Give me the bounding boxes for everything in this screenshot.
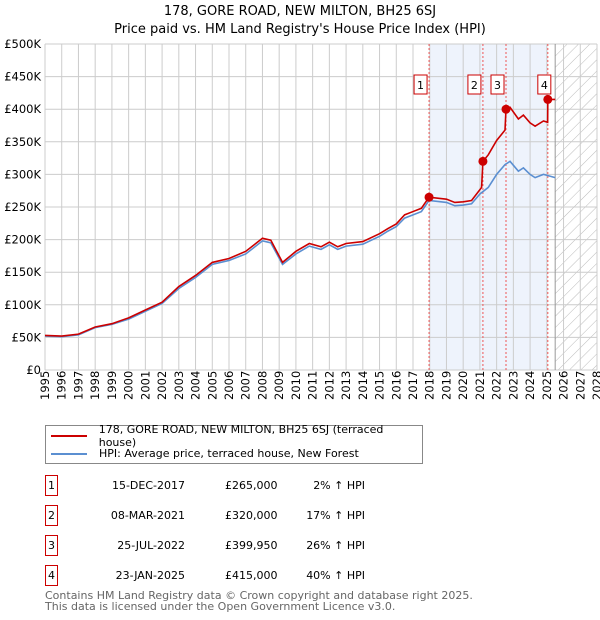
sale-hpi-change: 26% ↑ HPI — [306, 539, 365, 552]
sale-price: £265,000 — [225, 479, 278, 492]
x-tick-label: 2023 — [506, 371, 520, 400]
x-tick-label: 2025 — [540, 371, 554, 400]
sale-hpi-change: 40% ↑ HPI — [306, 569, 365, 582]
sale-hpi-change: 17% ↑ HPI — [306, 509, 365, 522]
x-tick-label: 1999 — [105, 371, 119, 400]
x-tick-label: 2017 — [406, 371, 420, 400]
y-tick-label: £300K — [4, 167, 41, 181]
x-tick-label: 2014 — [356, 371, 370, 400]
y-tick-label: £350K — [4, 135, 41, 149]
x-tick-label: 2022 — [490, 371, 504, 400]
footer-copyright: Contains HM Land Registry data © Crown c… — [45, 589, 473, 602]
sale-marker-number: 3 — [45, 535, 58, 556]
y-tick-label: £200K — [4, 233, 41, 247]
sale-marker-number: 2 — [45, 505, 58, 526]
x-tick-label: 2019 — [439, 371, 453, 400]
x-tick-label: 2009 — [272, 371, 286, 400]
x-tick-label: 2018 — [423, 371, 437, 400]
sale-label-box — [490, 74, 505, 95]
sale-label: 2 — [471, 79, 478, 92]
sale-row: 1 15-DEC-2017 £265,000 2% ↑ HPI — [45, 475, 445, 497]
x-tick-label: 2020 — [456, 371, 470, 400]
sale-row: 2 08-MAR-2021 £320,000 17% ↑ HPI — [45, 505, 445, 527]
x-tick-label: 2026 — [557, 371, 571, 400]
y-tick-label: £50K — [12, 330, 42, 344]
y-tick-label: £150K — [4, 265, 41, 279]
sale-label: 4 — [541, 79, 548, 92]
series-line — [44, 160, 556, 338]
footer-licence: This data is licensed under the Open Gov… — [45, 600, 396, 613]
x-tick-label: 2008 — [255, 371, 269, 400]
x-tick-label: 2001 — [138, 371, 152, 400]
price-chart: 1995 1996 1997 1998 1999 2000 2001 2002 2003 2004… — [4, 37, 600, 400]
chart-title: 178, GORE ROAD, NEW MILTON, BH25 6SJ — [163, 4, 437, 19]
legend: 178, GORE ROAD, NEW MILTON, BH25 6SJ (te… — [45, 422, 423, 464]
x-tick-label: 2012 — [322, 371, 336, 400]
y-tick-label: £450K — [4, 70, 41, 84]
legend-blue-swatch — [51, 452, 87, 455]
x-tick-label: 2003 — [172, 371, 186, 400]
sale-label-box — [467, 74, 482, 95]
sale-point — [424, 192, 434, 202]
sale-hpi-change: 2% ↑ HPI — [313, 479, 365, 492]
sale-row: 4 23-JAN-2025 £415,000 40% ↑ HPI — [45, 565, 445, 587]
sale-point — [543, 94, 553, 104]
x-tick-label: 1997 — [71, 371, 85, 400]
x-tick-label: 2005 — [205, 371, 219, 400]
x-tick-label: 2002 — [155, 371, 169, 400]
y-tick-label: £400K — [4, 102, 41, 116]
sale-label-box — [413, 74, 428, 95]
sale-label: 3 — [494, 79, 501, 92]
x-tick-label: 2007 — [239, 371, 253, 400]
sale-price: £399,950 — [225, 539, 278, 552]
x-tick-label: 2004 — [189, 371, 203, 400]
sale-marker-number: 4 — [45, 565, 58, 586]
sale-date: 15-DEC-2017 — [111, 479, 185, 492]
x-tick-label: 2010 — [289, 371, 303, 400]
x-tick-label: 2024 — [523, 371, 537, 400]
sale-date: 25-JUL-2022 — [117, 539, 185, 552]
x-tick-label: 1998 — [88, 371, 102, 400]
sale-price: £320,000 — [225, 509, 278, 522]
x-tick-label: 2027 — [573, 371, 587, 400]
sale-label: 1 — [417, 79, 424, 92]
legend-hpi: HPI: Average price, terraced house, New … — [99, 447, 359, 460]
x-tick-label: 2016 — [389, 371, 403, 400]
x-tick-label: 2006 — [222, 371, 236, 400]
x-tick-label: 2028 — [590, 371, 600, 400]
legend-property: 178, GORE ROAD, NEW MILTON, BH25 6SJ (te… — [98, 422, 384, 449]
x-tick-label: 1996 — [55, 371, 69, 400]
x-tick-label: 1995 — [38, 371, 52, 400]
y-tick-label: £500K — [4, 37, 41, 51]
footer: Contains HM Land Registry data © Crown c… — [45, 590, 473, 612]
y-tick-label: £250K — [4, 200, 41, 214]
sale-date: 08-MAR-2021 — [110, 509, 185, 522]
x-tick-label: 2000 — [122, 371, 136, 400]
sale-label-box — [537, 74, 552, 95]
x-tick-label: 2011 — [306, 371, 320, 400]
sale-date: 23-JAN-2025 — [115, 569, 185, 582]
x-tick-label: 2015 — [373, 371, 387, 400]
x-tick-label: 2013 — [339, 371, 353, 400]
sale-marker-number: 1 — [45, 475, 58, 496]
y-tick-label: £100K — [4, 298, 41, 312]
x-tick-label: 2021 — [473, 371, 487, 400]
sale-point — [501, 104, 511, 114]
legend-red-swatch — [51, 434, 87, 437]
sale-point — [478, 156, 488, 166]
sale-row: 3 25-JUL-2022 £399,950 26% ↑ HPI — [45, 535, 445, 557]
chart-subtitle: Price paid vs. HM Land Registry's House … — [114, 22, 486, 37]
y-tick-label: £0 — [26, 363, 41, 377]
sale-price: £415,000 — [225, 569, 278, 582]
